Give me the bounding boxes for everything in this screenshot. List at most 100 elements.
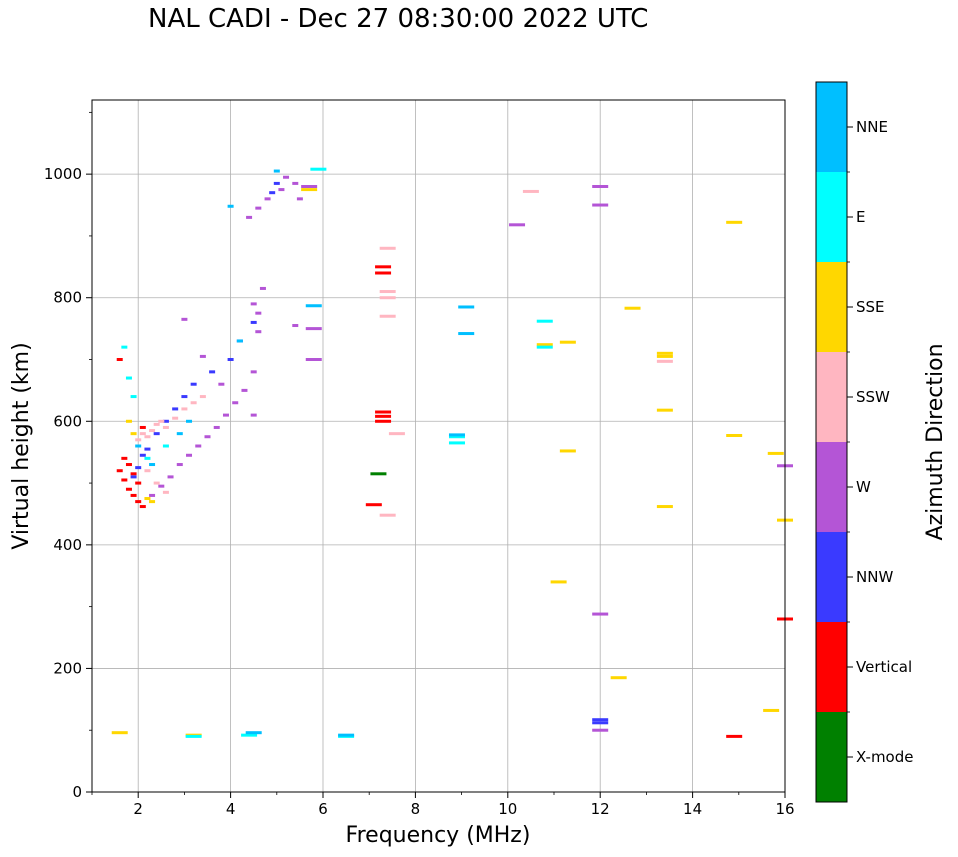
- point-ssw: [144, 435, 151, 439]
- point-w: [305, 327, 322, 331]
- point-w: [232, 401, 239, 405]
- point-nnw: [250, 320, 257, 324]
- point-vertical: [135, 500, 142, 504]
- colorbar-swatch-ssw: [816, 352, 847, 442]
- point-nnw: [273, 181, 280, 185]
- point-w: [176, 463, 183, 467]
- point-w: [255, 330, 262, 334]
- plot-frame: [91, 99, 786, 793]
- point-vertical: [116, 358, 123, 361]
- point-w: [255, 311, 262, 315]
- colorbar-tick-label: X-mode: [856, 748, 913, 766]
- point-sse: [130, 432, 137, 436]
- x-tick-label: 8: [411, 800, 421, 818]
- x-tick-label: 10: [498, 800, 517, 818]
- y-tick-label: 0: [72, 783, 82, 801]
- x-tick-label: 6: [318, 800, 328, 818]
- point-w: [305, 358, 322, 361]
- chart-title: NAL CADI - Dec 27 08:30:00 2022 UTC: [148, 4, 649, 34]
- point-w: [199, 354, 206, 358]
- point-nne: [236, 339, 243, 343]
- point-ssw: [162, 425, 169, 429]
- point-w: [301, 185, 318, 188]
- point-ssw: [379, 290, 396, 294]
- x-tick-label: 12: [591, 800, 610, 818]
- point-ssw: [135, 438, 142, 442]
- point-w: [186, 453, 193, 457]
- point-nnw: [172, 407, 179, 411]
- y-tick-label: 1000: [44, 165, 82, 183]
- point-w: [149, 493, 156, 497]
- point-vertical: [130, 493, 137, 497]
- x-tick-label: 4: [226, 800, 236, 818]
- point-w: [278, 188, 285, 192]
- y-tick-label: 400: [53, 536, 82, 554]
- y-tick-label: 800: [53, 289, 82, 307]
- y-tick-label: 600: [53, 412, 82, 430]
- point-w: [592, 203, 609, 207]
- point-w: [213, 425, 220, 429]
- point-vertical: [375, 419, 392, 423]
- point-nne: [149, 463, 156, 467]
- colorbar-swatch-vertical: [816, 622, 847, 712]
- colorbar-swatch-sse: [816, 262, 847, 352]
- point-w: [241, 388, 248, 392]
- colorbar-tick-label: SSE: [856, 298, 885, 316]
- point-w: [222, 413, 229, 417]
- x-tick-label: 2: [133, 800, 143, 818]
- colorbar-tick-label: Vertical: [856, 658, 912, 676]
- point-vertical: [121, 456, 128, 460]
- point-nne: [458, 332, 475, 336]
- point-sse: [559, 340, 576, 344]
- point-vertical: [139, 505, 146, 509]
- point-ssw: [656, 359, 673, 363]
- point-e: [130, 395, 137, 399]
- point-nnw: [227, 358, 234, 361]
- colorbar-swatch-nnw: [816, 532, 847, 622]
- point-e: [125, 376, 132, 380]
- point-w: [204, 435, 211, 439]
- point-ssw: [158, 419, 165, 423]
- point-ssw: [172, 416, 179, 420]
- point-e: [536, 345, 553, 349]
- point-w: [195, 444, 202, 448]
- points-layer: [111, 167, 793, 738]
- point-sse: [125, 419, 132, 423]
- colorbar-tick-label: W: [856, 478, 871, 496]
- point-vertical: [375, 265, 392, 269]
- point-nnw: [181, 395, 188, 399]
- point-vertical: [121, 478, 128, 482]
- point-w: [255, 206, 262, 210]
- point-vertical: [130, 472, 137, 476]
- colorbar-label: Azimuth Direction: [923, 343, 948, 540]
- point-nnw: [592, 721, 609, 725]
- point-w: [250, 370, 257, 374]
- point-w: [259, 286, 266, 290]
- point-vertical: [375, 414, 392, 418]
- point-xmode: [370, 472, 387, 476]
- point-sse: [111, 731, 128, 735]
- point-w: [292, 324, 299, 328]
- point-ssw: [379, 314, 396, 318]
- point-nne: [448, 433, 465, 437]
- point-nne: [186, 419, 193, 423]
- point-sse: [656, 408, 673, 412]
- point-vertical: [135, 481, 142, 485]
- point-sse: [767, 451, 784, 455]
- point-e: [536, 319, 553, 323]
- x-tick-label: 16: [775, 800, 794, 818]
- point-e: [448, 435, 465, 439]
- point-sse: [301, 188, 318, 192]
- colorbar-tick-label: NNE: [856, 118, 888, 136]
- y-axis-label: Virtual height (km): [9, 342, 34, 549]
- point-e: [144, 456, 151, 460]
- colorbar-swatch-nne: [816, 82, 847, 172]
- point-w: [509, 223, 526, 227]
- point-ssw: [181, 407, 188, 411]
- point-w: [218, 382, 225, 386]
- point-nnw: [144, 447, 151, 451]
- ticks-layer: 2 4 6 8 10 12 14 16 0 200 400 600 800 1000: [44, 111, 795, 818]
- point-sse: [763, 708, 780, 712]
- point-sse: [144, 497, 151, 501]
